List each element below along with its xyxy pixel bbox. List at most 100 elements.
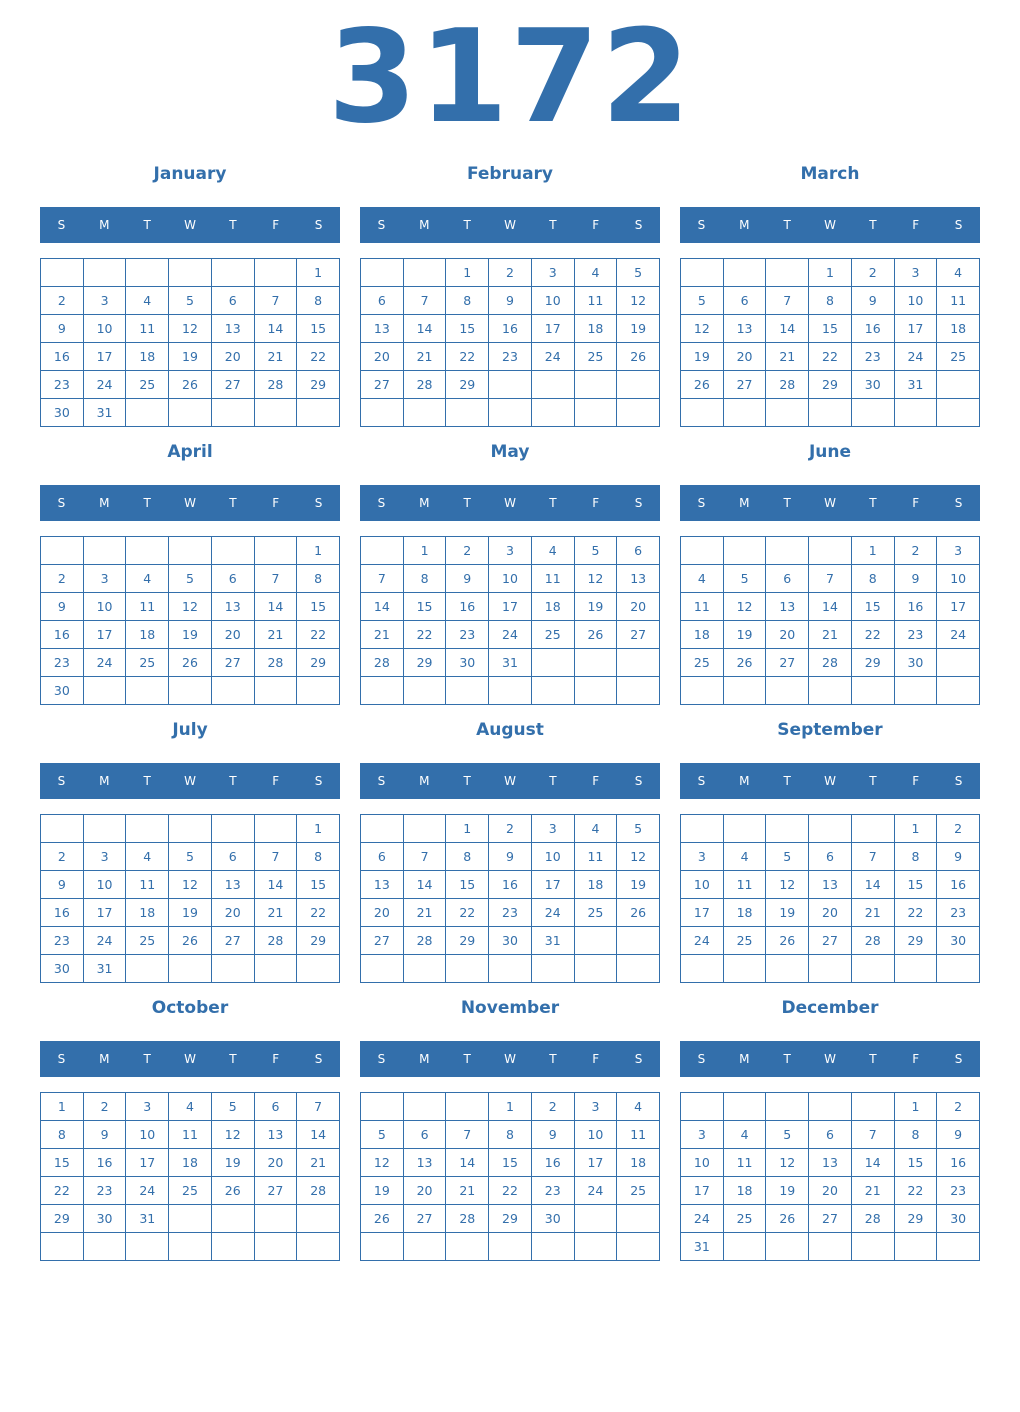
day-cell: 7 <box>254 287 298 315</box>
day-cell: 17 <box>681 899 724 927</box>
empty-cell <box>83 815 127 843</box>
empty-cell <box>681 955 724 983</box>
day-cell: 23 <box>489 343 532 371</box>
day-cell: 5 <box>361 1121 404 1149</box>
weekday-label: M <box>99 496 110 510</box>
day-cell: 8 <box>41 1121 84 1149</box>
day-cell: 1 <box>851 537 895 565</box>
day-cell: 15 <box>894 1149 938 1177</box>
day-cell: 16 <box>937 1149 980 1177</box>
empty-cell <box>851 955 895 983</box>
day-cell: 6 <box>809 1121 852 1149</box>
month-october: October S M T W T F S 1 2 3 4 5 6 7 8 9 10 11 12 13 14 15 16 17 1… <box>40 998 340 1261</box>
empty-cell <box>403 399 447 427</box>
day-cell: 17 <box>83 899 127 927</box>
empty-cell <box>446 399 490 427</box>
weekday-label: F <box>912 774 920 788</box>
day-cell: 17 <box>83 343 127 371</box>
day-cell: 4 <box>169 1093 212 1121</box>
empty-cell <box>574 399 618 427</box>
day-cell: 21 <box>361 621 404 649</box>
day-cell: 2 <box>531 1093 575 1121</box>
day-cell: 22 <box>894 1177 938 1205</box>
day-cell: 1 <box>489 1093 532 1121</box>
day-cell: 31 <box>489 649 532 677</box>
day-cell: 14 <box>297 1121 340 1149</box>
day-cell: 30 <box>41 399 84 427</box>
day-cell: 22 <box>297 621 340 649</box>
day-cell: 9 <box>489 843 532 871</box>
empty-cell <box>446 955 490 983</box>
day-cell: 4 <box>126 287 170 315</box>
weekday-label: S <box>634 1052 643 1066</box>
month-title: October <box>151 998 229 1018</box>
empty-cell <box>937 399 980 427</box>
weekday-label: T <box>463 1052 471 1066</box>
day-cell: 2 <box>41 287 84 315</box>
month-may: May S M T W T F S 1 2 3 4 5 6 7 8 9 10 11 12 13 14 15 16 17 18 19 2… <box>360 442 660 705</box>
day-cell: 30 <box>83 1205 127 1233</box>
weekday-label: S <box>634 218 643 232</box>
day-cell: 27 <box>361 371 404 399</box>
month-november: November S M T W T F S 1 2 3 4 5 6 7 8 9 10 11 12 13 14 15 16 17… <box>360 998 660 1261</box>
day-cell: 10 <box>937 565 980 593</box>
weekday-label: S <box>314 1052 323 1066</box>
day-cell: 13 <box>723 315 767 343</box>
day-cell: 26 <box>681 371 724 399</box>
day-cell: 22 <box>894 899 938 927</box>
day-cell: 10 <box>681 1149 724 1177</box>
day-cell: 21 <box>254 899 298 927</box>
day-cell: 20 <box>361 899 404 927</box>
weekday-label: T <box>463 218 471 232</box>
empty-cell <box>297 1233 340 1261</box>
empty-cell <box>617 955 660 983</box>
empty-cell <box>169 1233 212 1261</box>
day-cell: 27 <box>211 649 255 677</box>
weekday-label: M <box>99 1052 110 1066</box>
day-cell: 17 <box>531 315 575 343</box>
empty-cell <box>894 955 938 983</box>
day-cell: 5 <box>766 1121 810 1149</box>
day-cell: 19 <box>766 899 810 927</box>
empty-cell <box>531 955 575 983</box>
weekday-label: F <box>912 218 920 232</box>
day-cell: 27 <box>809 927 852 955</box>
day-cell: 15 <box>297 871 340 899</box>
empty-cell <box>297 677 340 705</box>
day-cell: 4 <box>531 537 575 565</box>
empty-cell <box>446 677 490 705</box>
empty-cell <box>851 815 895 843</box>
day-cell: 23 <box>41 371 84 399</box>
empty-cell <box>489 955 532 983</box>
day-cell: 31 <box>83 399 127 427</box>
day-cell: 7 <box>403 843 447 871</box>
day-cell: 29 <box>446 927 490 955</box>
day-cell: 4 <box>574 259 618 287</box>
empty-cell <box>809 955 852 983</box>
day-cell: 21 <box>446 1177 490 1205</box>
empty-cell <box>766 815 810 843</box>
month-september: September S M T W T F S 1 2 3 4 5 6 7 8 9 10 11 12 13 14 15 16 1… <box>680 720 980 983</box>
day-cell: 24 <box>531 343 575 371</box>
empty-cell <box>254 955 298 983</box>
day-cell: 15 <box>851 593 895 621</box>
weekday-label: S <box>954 774 963 788</box>
weekday-label: F <box>592 774 600 788</box>
day-cell: 27 <box>766 649 810 677</box>
empty-cell <box>446 1093 490 1121</box>
weekday-label: F <box>912 496 920 510</box>
empty-cell <box>41 259 84 287</box>
weekday-label: F <box>912 1052 920 1066</box>
day-cell: 11 <box>126 315 170 343</box>
day-cell: 2 <box>937 1093 980 1121</box>
empty-cell <box>681 677 724 705</box>
day-cell: 1 <box>809 259 852 287</box>
day-cell: 31 <box>83 955 127 983</box>
empty-cell <box>211 1205 255 1233</box>
empty-cell <box>126 955 170 983</box>
day-cell: 12 <box>169 593 212 621</box>
day-grid: 1 2 3 4 5 6 7 8 9 10 11 12 13 14 15 16 17 18 19 20 21 22 23 24 2… <box>680 536 980 705</box>
weekday-label: S <box>377 1052 386 1066</box>
